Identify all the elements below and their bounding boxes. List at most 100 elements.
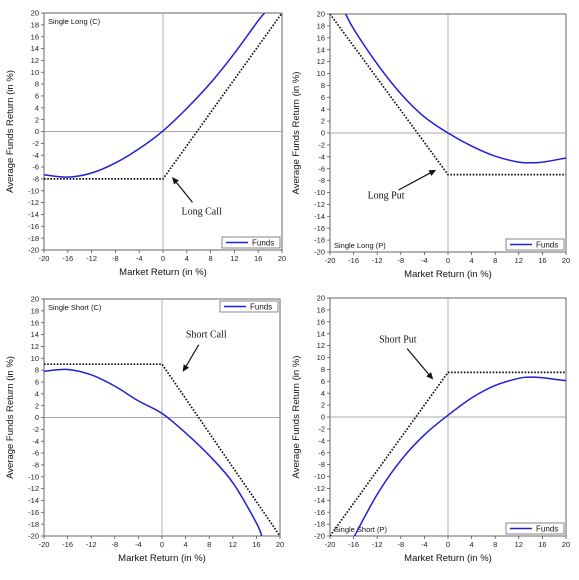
x-tick-label: -20 (325, 540, 336, 549)
y-tick-label: 18 (317, 22, 325, 31)
y-tick-label: 12 (31, 342, 39, 351)
panel-label: Single Long (P) (334, 241, 386, 250)
x-tick-label: -16 (62, 540, 73, 549)
y-tick-label: -8 (32, 175, 39, 184)
y-tick-label: -4 (318, 436, 325, 445)
x-tick-label: -8 (111, 540, 118, 549)
y-tick-label: -2 (32, 425, 39, 434)
y-tick-label: -4 (32, 437, 39, 446)
y-tick-label: 6 (321, 377, 325, 386)
x-tick-label: -20 (39, 254, 50, 263)
legend: Funds (505, 238, 565, 251)
annotation-text: Short Call (186, 330, 227, 341)
y-tick-label: -2 (318, 425, 325, 434)
y-tick-label: -10 (314, 188, 325, 197)
x-axis-title: Market Return (in %) (118, 553, 206, 564)
x-axis-title: Market Return (in %) (404, 553, 492, 564)
y-tick-label: 20 (317, 294, 325, 303)
series-group (44, 13, 282, 180)
x-tick-label: -8 (112, 254, 119, 263)
y-tick-label: -6 (318, 448, 325, 457)
legend-box (505, 522, 565, 535)
x-tick-label: 8 (207, 540, 211, 549)
y-tick-label: 18 (317, 306, 325, 315)
x-tick-label: 4 (185, 254, 189, 263)
annotation-arrow (406, 348, 432, 377)
x-tick-label: -8 (397, 256, 404, 265)
x-tick-label: 20 (562, 540, 570, 549)
y-axis-title: Average Funds Return (in %) (5, 356, 16, 479)
series-group (44, 363, 280, 536)
y-tick-label: 4 (321, 105, 325, 114)
x-tick-label: 16 (538, 256, 546, 265)
y-axis-title: Average Funds Return (in %) (291, 356, 302, 479)
y-tick-label: -18 (28, 520, 39, 529)
y-tick-label: -2 (318, 141, 325, 150)
legend-label: Funds (252, 239, 274, 248)
y-axis-title: Average Funds Return (in %) (291, 72, 302, 195)
annotation-arrow (174, 179, 193, 203)
y-tick-label: 18 (31, 20, 39, 29)
y-tick-label: 12 (317, 57, 325, 66)
panel-label: Single Short (P) (334, 525, 387, 534)
series-group (330, 371, 566, 536)
y-tick-label: 4 (35, 103, 39, 112)
y-tick-label: 20 (317, 10, 325, 19)
y-tick-label: 4 (321, 389, 325, 398)
y-tick-label: 6 (35, 378, 39, 387)
x-tick-label: 16 (254, 254, 262, 263)
y-tick-label: 6 (321, 93, 325, 102)
y-tick-label: -4 (318, 152, 325, 161)
y-tick-label: 20 (31, 295, 39, 304)
y-tick-label: -14 (314, 212, 325, 221)
y-tick-label: -16 (314, 508, 325, 517)
legend-label: Funds (536, 525, 558, 534)
y-tick-label: 14 (31, 330, 39, 339)
y-tick-label: 2 (35, 115, 39, 124)
y-tick-label: 20 (31, 9, 39, 18)
y-tick-label: 18 (31, 306, 39, 315)
annotation-arrow (184, 344, 200, 369)
y-tick-label: -20 (314, 532, 325, 541)
legend-box (221, 236, 281, 249)
x-tick-label: 12 (230, 254, 238, 263)
x-tick-label: 0 (446, 540, 450, 549)
x-tick-label: 0 (160, 540, 164, 549)
x-tick-label: -16 (62, 254, 73, 263)
funds-series-line (353, 376, 566, 536)
y-tick-label: 2 (35, 401, 39, 410)
x-tick-label: 0 (446, 256, 450, 265)
x-tick-label: 4 (470, 540, 474, 549)
x-tick-label: -16 (348, 540, 359, 549)
y-tick-label: -10 (28, 186, 39, 195)
y-tick-label: 8 (321, 365, 325, 374)
y-tick-label: 0 (321, 129, 325, 138)
x-tick-label: 8 (493, 256, 497, 265)
y-tick-label: -20 (28, 532, 39, 541)
x-tick-label: 12 (515, 256, 523, 265)
chart-panel-single-short-put: -20 -16 -12 -8 -4 0 4 8 12 16 2020181614121086420-… (291, 294, 570, 564)
x-tick-label: 4 (184, 540, 188, 549)
y-tick-label: -12 (28, 484, 39, 493)
y-tick-label: -8 (32, 461, 39, 470)
option-payoff-line (330, 371, 566, 536)
x-tick-label: 12 (229, 540, 237, 549)
panel-label: Single Long (C) (48, 17, 101, 26)
x-tick-label: -12 (372, 256, 383, 265)
x-tick-label: -4 (136, 254, 143, 263)
x-tick-label: -4 (421, 540, 428, 549)
y-tick-label: -10 (28, 472, 39, 481)
y-tick-label: -12 (314, 484, 325, 493)
chart-panel-single-long-call: -20 -16 -12 -8 -4 0 4 8 12 16 2020181614121086420-… (5, 9, 286, 278)
legend: Funds (221, 236, 281, 249)
y-tick-label: 8 (35, 366, 39, 375)
funds-series-line (44, 13, 266, 178)
y-tick-label: 2 (321, 401, 325, 410)
y-tick-label: 2 (321, 117, 325, 126)
y-tick-label: -6 (318, 164, 325, 173)
y-tick-label: -8 (318, 176, 325, 185)
x-tick-label: 20 (276, 540, 284, 549)
x-tick-label: -20 (39, 540, 50, 549)
x-tick-label: -12 (86, 540, 97, 549)
annotation-arrowhead (428, 169, 437, 176)
